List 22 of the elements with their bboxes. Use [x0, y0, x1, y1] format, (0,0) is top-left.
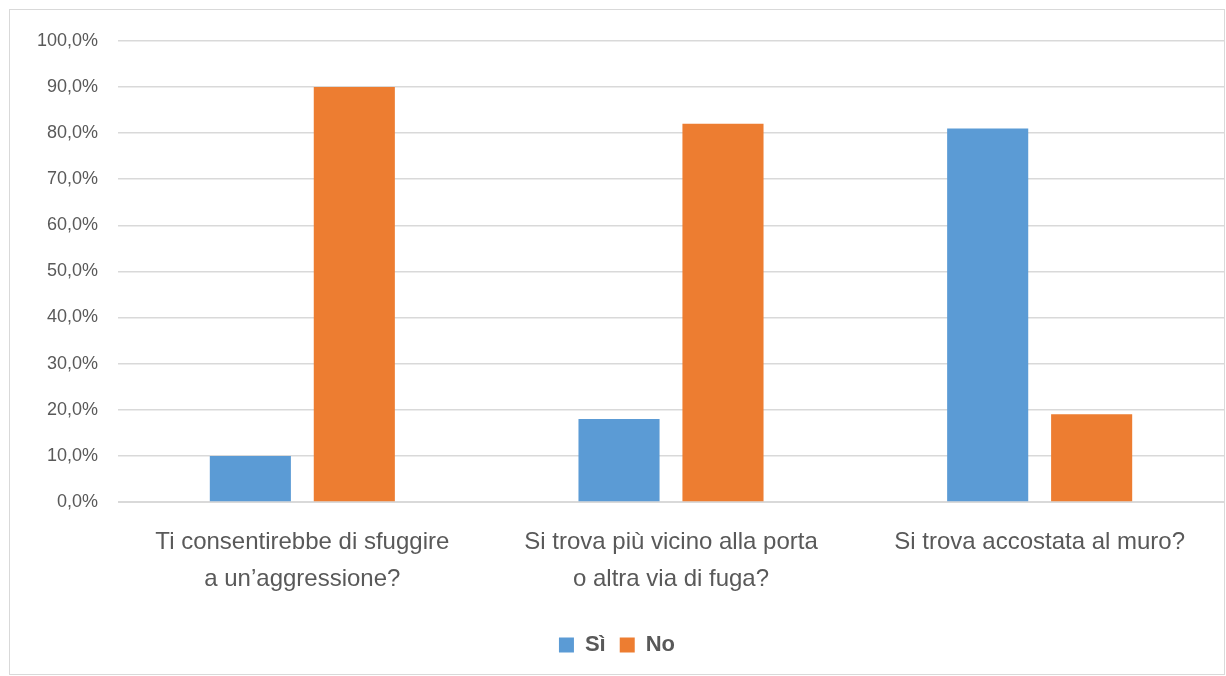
bar [682, 123, 764, 502]
bar [578, 418, 660, 502]
x-tick-label: Si trova accostata al muro? [894, 527, 1186, 555]
y-tick-label: 20,0% [46, 398, 98, 419]
x-tick-label: Si trova più vicino alla porta o altra via di fuga? [524, 527, 819, 592]
y-tick-label: 30,0% [46, 352, 98, 373]
y-tick-label: 90,0% [46, 75, 98, 96]
legend-label: No [645, 631, 676, 657]
bar [313, 86, 395, 502]
y-tick-label: 40,0% [46, 306, 98, 327]
y-tick-label: 0,0% [56, 490, 98, 511]
bar [1051, 414, 1133, 502]
y-tick-label: 50,0% [46, 260, 98, 281]
bar [209, 455, 291, 502]
x-tick-label: Ti consentirebbe di sfuggire a un’aggressione? [155, 527, 450, 592]
y-tick-label: 100,0% [36, 29, 98, 50]
bar [947, 128, 1029, 502]
y-tick-label: 70,0% [46, 168, 98, 189]
y-tick-label: 10,0% [46, 444, 98, 465]
y-tick-label: 80,0% [46, 122, 98, 143]
y-tick-label: 60,0% [46, 214, 98, 235]
legend-label: Sì [584, 631, 606, 657]
